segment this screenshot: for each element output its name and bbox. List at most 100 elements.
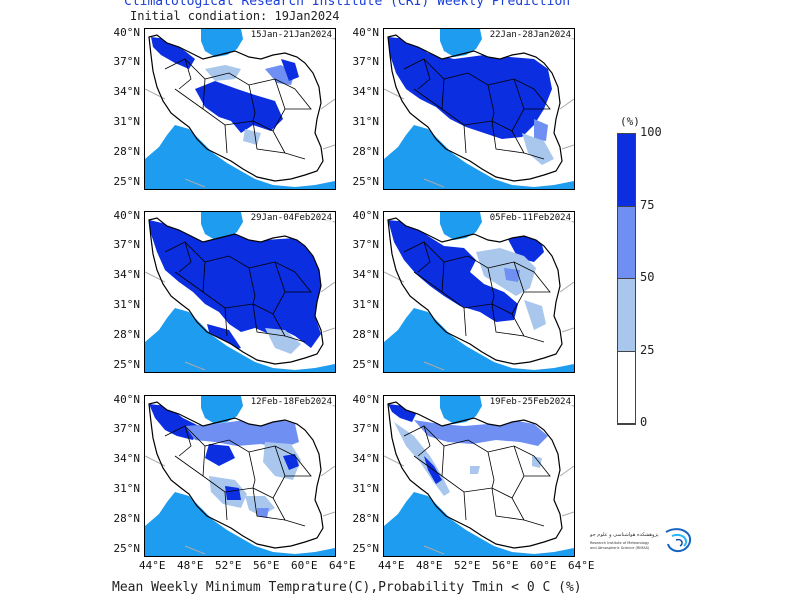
map-panel-2: 22Jan-28Jan2024 <box>383 28 575 190</box>
neighbor-border <box>322 511 335 517</box>
probability-shading <box>195 81 283 133</box>
neighbor-border <box>322 327 335 333</box>
province-border <box>524 271 551 293</box>
country-border <box>387 401 563 549</box>
province-border <box>511 261 525 337</box>
persian-gulf <box>145 492 335 556</box>
province-border <box>403 58 431 90</box>
panel-date-label: 22Jan-28Jan2024 <box>488 30 572 40</box>
province-border <box>463 124 467 154</box>
map-panel-1: 15Jan-21Jan2024 <box>144 28 336 190</box>
province-border <box>252 303 306 343</box>
lat-tick-label: 37°N <box>113 422 141 435</box>
probability-shading <box>263 442 301 480</box>
province-border <box>413 271 443 293</box>
province-border <box>248 267 256 305</box>
lon-tick-label: 52°E <box>454 559 481 572</box>
lat-tick-label: 40°N <box>113 393 141 406</box>
country-border <box>148 34 324 182</box>
lon-tick-label: 56°E <box>253 559 280 572</box>
map-canvas <box>384 212 574 372</box>
svg-text:پژوهشکده هواشناسی و علوم جو: پژوهشکده هواشناسی و علوم جو <box>589 532 659 538</box>
legend-tick-label: 75 <box>640 197 655 212</box>
lat-tick-label: 34°N <box>352 452 380 465</box>
probability-shading <box>225 486 241 500</box>
province-border <box>248 84 256 122</box>
neighbor-border <box>320 281 335 293</box>
lat-tick-label: 40°N <box>352 26 380 39</box>
map-panel-3: 29Jan-04Feb2024 <box>144 211 336 373</box>
lon-tick-label: 56°E <box>492 559 519 572</box>
lat-tick-label: 31°N <box>352 115 380 128</box>
province-border <box>272 78 286 154</box>
map-canvas <box>384 396 574 556</box>
probability-shading <box>532 456 542 468</box>
panel-date-label: 15Jan-21Jan2024 <box>249 30 333 40</box>
province-border <box>285 88 312 110</box>
lat-tick-label: 37°N <box>352 55 380 68</box>
probability-shading <box>281 59 299 81</box>
neighbor-border <box>559 281 574 293</box>
caspian-sea <box>440 29 482 57</box>
province-border <box>463 491 467 521</box>
lon-tick-label: 64°E <box>568 559 595 572</box>
province-border <box>487 84 495 122</box>
province-border <box>164 425 192 457</box>
lat-tick-label: 28°N <box>113 328 141 341</box>
lat-tick-label: 34°N <box>352 85 380 98</box>
persian-gulf <box>384 125 574 189</box>
neighbor-border <box>322 144 335 150</box>
probability-shading <box>522 133 554 165</box>
probability-shading <box>243 129 261 145</box>
caspian-sea <box>201 212 243 240</box>
province-border <box>252 487 306 527</box>
lat-tick-label: 25°N <box>352 358 380 371</box>
province-border <box>423 241 535 273</box>
probability-shading <box>388 37 552 139</box>
lat-tick-label: 37°N <box>113 238 141 251</box>
svg-text:and Atmospheric Science (RIMAS: and Atmospheric Science (RIMAS) <box>590 546 650 550</box>
lat-tick-label: 31°N <box>113 115 141 128</box>
lat-tick-label: 31°N <box>113 482 141 495</box>
map-panel-5: 12Feb-18Feb2024 <box>144 395 336 557</box>
province-border <box>285 271 312 293</box>
legend-color-step <box>618 279 635 352</box>
neighbor-border <box>184 178 206 188</box>
province-border <box>423 58 535 90</box>
province-border <box>272 445 286 521</box>
institute-logo: پژوهشکده هواشناسی و علوم جو Research Ins… <box>588 524 698 558</box>
probability-shading <box>151 37 195 69</box>
legend-colorbar <box>617 133 636 425</box>
neighbor-border <box>320 465 335 477</box>
legend-tick-label: 50 <box>640 270 655 284</box>
probability-shading <box>524 300 546 330</box>
province-border <box>491 303 545 343</box>
lat-tick-label: 25°N <box>113 542 141 555</box>
legend-tick-label: 0 <box>640 415 648 429</box>
figure-caption: Mean Weekly Minimum Temprature(C),Probab… <box>112 580 582 595</box>
persian-gulf <box>384 492 574 556</box>
province-border <box>184 241 296 273</box>
province-border <box>224 491 228 521</box>
lat-tick-label: 34°N <box>352 268 380 281</box>
svg-text:Research Institute of Meteorol: Research Institute of Meteorology <box>590 541 649 545</box>
lat-tick-label: 28°N <box>113 512 141 525</box>
neighbor-border <box>559 465 574 477</box>
neighbor-border <box>559 98 574 110</box>
legend-tick-label: 100 <box>640 125 662 139</box>
neighbor-border <box>184 545 206 555</box>
caspian-sea <box>201 29 243 57</box>
lon-tick-label: 64°E <box>329 559 356 572</box>
neighbor-border <box>184 361 206 371</box>
lon-tick-label: 44°E <box>139 559 166 572</box>
province-border <box>511 445 525 521</box>
persian-gulf <box>384 308 574 372</box>
map-panel-4: 05Feb-11Feb2024 <box>383 211 575 373</box>
figure-title: Climatological Research Institute (CRI) … <box>124 0 571 9</box>
neighbor-border <box>423 361 445 371</box>
country-border <box>148 401 324 549</box>
country-border <box>387 217 563 365</box>
province-border <box>403 425 431 457</box>
province-border <box>184 425 296 457</box>
lat-tick-label: 37°N <box>113 55 141 68</box>
